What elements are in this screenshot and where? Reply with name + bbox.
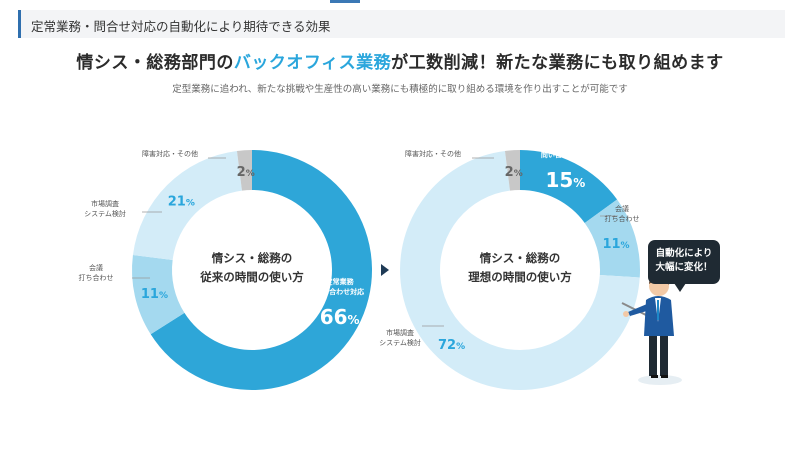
donut-slice <box>400 150 640 391</box>
headline: 情シス・総務部門のバックオフィス業務が工数削減！新たな業務にも取り組めます <box>0 48 800 73</box>
slice-percent: 72% <box>438 338 465 353</box>
headline-post: が工数削減！新たな業務にも取り組めます <box>391 53 724 73</box>
headline-pre: 情シス・総務部門の <box>76 53 234 73</box>
donut-center-label: 従来の時間の使い方 <box>199 270 304 284</box>
donut-slice <box>584 199 640 278</box>
slice-label: 市場調査 <box>91 199 119 208</box>
donut-center-label: 情シス・総務の <box>479 251 561 265</box>
subtitle: 定型業務に追われ、新たな挑戦や生産性の高い業務にも積極的に取り組める環境を作り出… <box>172 84 628 95</box>
donut-slice <box>132 150 242 260</box>
slice-label: 打ち合わせ <box>79 273 114 282</box>
slice-label: システム検討 <box>379 338 421 347</box>
slice-percent: 2% <box>237 165 255 180</box>
donut-slice <box>150 150 373 391</box>
slice-percent: 21% <box>168 194 195 209</box>
slice-label: 障害対応・その他 <box>405 149 461 158</box>
donut-slice <box>236 150 252 191</box>
slice-label: 問い合わせ対応 <box>315 287 364 296</box>
section-header: 定常業務・問合せ対応の自動化により期待できる効果 <box>18 10 785 38</box>
headline-highlight: バックオフィス業務 <box>233 53 392 73</box>
donut-slice <box>504 150 520 191</box>
donut-slice <box>131 254 185 335</box>
slice-percent: 11% <box>602 237 629 252</box>
donut-slice <box>520 150 618 223</box>
donut-chart-after: 15%定常業務問い合わせ対応11%会議打ち合わせ72%市場調査システム検討2%障… <box>379 140 640 391</box>
donut-center-label: 理想の時間の使い方 <box>468 270 572 284</box>
slice-label: システム検討 <box>84 209 126 218</box>
slice-label: 会議 <box>615 204 629 213</box>
slice-percent: 11% <box>141 287 168 302</box>
callout-line-2: 大幅に変化！ <box>655 262 713 273</box>
transition-arrow-icon <box>381 264 389 276</box>
section-title: 定常業務・問合せ対応の自動化により期待できる効果 <box>31 19 331 34</box>
slice-label: 会議 <box>89 263 103 272</box>
top-accent-line <box>330 0 360 3</box>
slice-label: 問い合わせ対応 <box>541 150 590 159</box>
slice-label: 定常業務 <box>551 140 580 149</box>
slice-label: 打ち合わせ <box>605 214 640 223</box>
donut-center-label: 情シス・総務の <box>211 251 293 265</box>
slice-label: 定常業務 <box>326 277 355 286</box>
callout-bubble: 自動化により 大幅に変化！ <box>648 240 720 292</box>
donut-chart-before: 66%定常業務問い合わせ対応11%会議打ち合わせ21%市場調査システム検討2%障… <box>79 149 373 391</box>
slice-percent: 2% <box>505 165 523 180</box>
callout-line-1: 自動化により <box>655 248 713 259</box>
slice-label: 市場調査 <box>386 328 414 337</box>
slice-label: 障害対応・その他 <box>142 149 198 158</box>
